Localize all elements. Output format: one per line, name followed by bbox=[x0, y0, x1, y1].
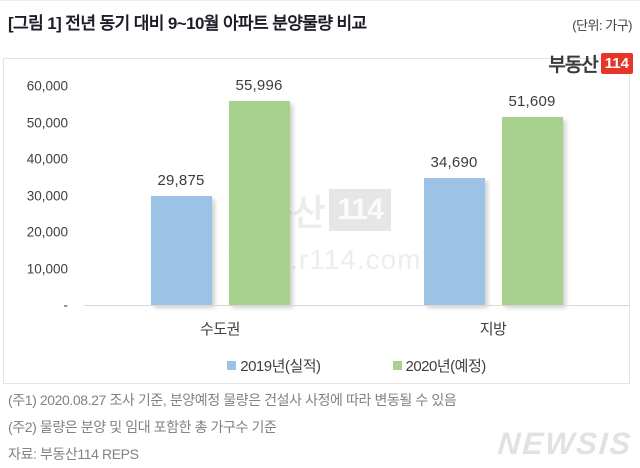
x-axis-baseline bbox=[84, 305, 629, 306]
r114-logo-text: 부동산 bbox=[548, 55, 598, 76]
bar-2019년(실적)-수도권 bbox=[150, 195, 212, 305]
legend-item: 2020년(예정) bbox=[392, 355, 487, 376]
y-tick-label: 40,000 bbox=[26, 151, 68, 167]
legend-label: 2019년(실적) bbox=[240, 358, 321, 375]
bar-2019년(실적)-지방 bbox=[423, 178, 485, 305]
footnote-line: 자료: 부동산114 REPS bbox=[8, 446, 139, 462]
newsis-watermark: NEWSIS bbox=[496, 426, 634, 461]
bar-2020년(예정)-수도권 bbox=[228, 100, 290, 305]
figure-header: [그림 1] 전년 동기 대비 9~10월 아파트 분양물량 비교 (단위: 가… bbox=[8, 9, 632, 34]
y-tick-label: - bbox=[63, 297, 69, 313]
r114-watermark-badge: 114 bbox=[329, 189, 391, 231]
r114-logo: 부동산 114 bbox=[548, 50, 633, 77]
chart-title: [그림 1] 전년 동기 대비 9~10월 아파트 분양물량 비교 bbox=[8, 14, 367, 33]
bar-value-label: 55,996 bbox=[235, 76, 283, 94]
bar-value-label: 51,609 bbox=[508, 92, 556, 110]
footnote-line: (주2) 물량은 분양 및 임대 포함한 총 가구수 기준 bbox=[8, 419, 277, 435]
legend-item: 2019년(실적) bbox=[227, 355, 321, 376]
y-tick-label: 20,000 bbox=[26, 224, 68, 240]
bar-value-label: 29,875 bbox=[157, 171, 205, 189]
r114-logo-badge: 114 bbox=[600, 53, 633, 74]
footnote-line: (주1) 2020.08.27 조사 기준, 분양예정 물량은 건설사 사정에 … bbox=[8, 392, 457, 408]
chart-area: 부동산114 www.r114.com 60,00050,00040,00030… bbox=[3, 58, 630, 384]
unit-label: (단위: 가구) bbox=[572, 18, 632, 33]
bar-value-label: 34,690 bbox=[430, 154, 478, 172]
footnotes: (주1) 2020.08.27 조사 기준, 분양예정 물량은 건설사 사정에 … bbox=[8, 387, 457, 468]
category-label: 지방 bbox=[479, 321, 507, 338]
y-tick-label: 10,000 bbox=[26, 261, 68, 276]
y-tick-label: 30,000 bbox=[26, 188, 68, 203]
legend-marker bbox=[227, 361, 237, 370]
y-tick-label: 60,000 bbox=[26, 78, 68, 94]
legend-marker bbox=[392, 361, 402, 370]
category-label: 수도권 bbox=[200, 321, 240, 338]
legend-label: 2020년(예정) bbox=[405, 358, 487, 375]
chart-legend: 2019년(실적) 2020년(예정) bbox=[84, 355, 629, 376]
bar-2020년(예정)-지방 bbox=[501, 116, 563, 305]
y-tick-label: 50,000 bbox=[26, 115, 68, 130]
